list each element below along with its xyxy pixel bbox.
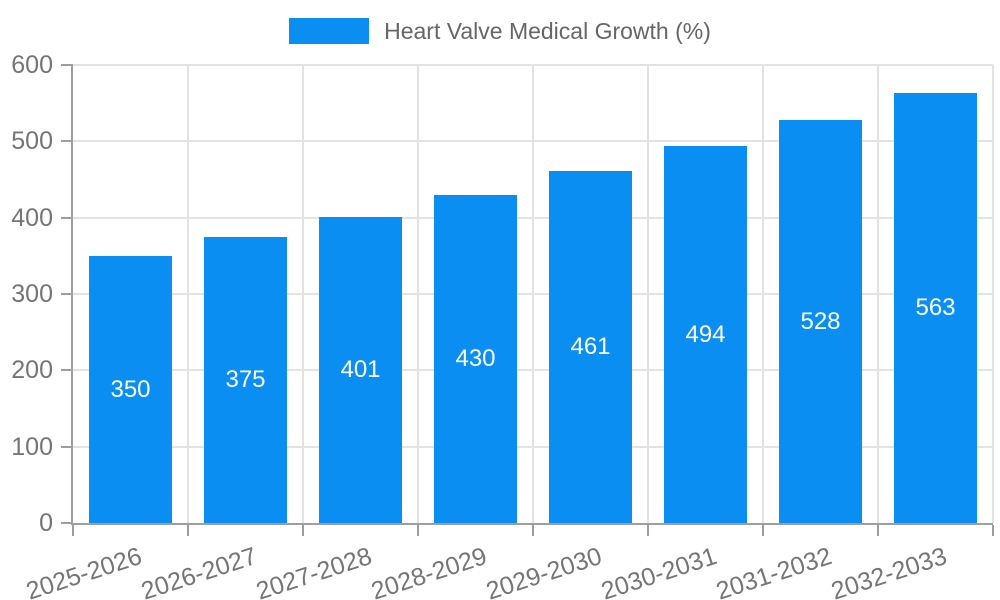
gridline-vertical <box>532 65 534 523</box>
y-axis-tick <box>61 522 73 524</box>
bar-value-label: 375 <box>225 366 266 393</box>
gridline-vertical <box>992 65 994 523</box>
bar[interactable]: 430 <box>434 195 517 523</box>
y-axis-tick-label: 300 <box>11 280 53 308</box>
gridline-vertical <box>647 65 649 523</box>
y-axis-tick-label: 200 <box>11 356 53 385</box>
y-axis-tick <box>61 140 73 143</box>
gridline-vertical <box>302 65 304 523</box>
y-axis-tick-label: 100 <box>11 432 53 461</box>
bar-value-label: 461 <box>570 333 611 360</box>
x-axis-tick <box>762 525 764 536</box>
x-axis-tick-label: 2027-2028 <box>252 542 376 600</box>
bar-value-label: 350 <box>110 375 151 403</box>
legend-item[interactable]: Heart Valve Medical Growth (%) <box>0 15 1000 47</box>
x-axis-tick-label: 2028-2029 <box>367 542 491 600</box>
x-axis-tick-label: 2030-2031 <box>597 542 721 600</box>
y-axis-tick-label: 0 <box>39 509 53 537</box>
x-axis-tick-label: 2025-2026 <box>22 542 146 600</box>
x-axis-tick <box>417 525 419 536</box>
legend-swatch-icon <box>289 18 370 44</box>
bar[interactable]: 528 <box>779 120 862 523</box>
x-axis-tick-label: 2032-2033 <box>827 542 951 600</box>
y-axis-tick <box>61 293 73 295</box>
x-axis-tick-label: 2031-2032 <box>712 542 836 600</box>
gridline-vertical <box>187 65 189 523</box>
y-axis-tick-label: 500 <box>11 127 53 156</box>
bar[interactable]: 494 <box>664 146 747 523</box>
x-axis-tick <box>992 525 994 536</box>
x-axis-tick-label: 2026-2027 <box>137 542 261 600</box>
x-axis-tick <box>302 525 304 536</box>
x-axis-tick <box>532 525 534 536</box>
bar[interactable]: 375 <box>204 237 287 523</box>
x-axis-tick-label: 2029-2030 <box>482 542 606 600</box>
x-axis-tick <box>72 525 74 536</box>
y-axis-tick <box>61 216 73 219</box>
y-axis-tick-label: 600 <box>11 51 53 79</box>
bar[interactable]: 401 <box>319 217 402 523</box>
bar[interactable]: 563 <box>894 93 977 523</box>
y-axis-tick <box>61 369 73 372</box>
bar-value-label: 430 <box>455 345 496 372</box>
legend-label: Heart Valve Medical Growth (%) <box>384 17 711 44</box>
y-axis-tick-label: 400 <box>11 203 53 232</box>
x-axis-tick <box>877 525 879 536</box>
bar-value-label: 563 <box>915 294 956 321</box>
bar[interactable]: 461 <box>549 171 632 523</box>
gridline-vertical <box>762 65 764 523</box>
bar-value-label: 528 <box>800 307 841 335</box>
bar-value-label: 401 <box>340 356 381 383</box>
bar[interactable]: 350 <box>89 256 172 523</box>
y-axis-tick <box>61 445 73 448</box>
x-axis-tick <box>647 525 649 536</box>
x-axis-tick <box>187 525 189 536</box>
bar-value-label: 494 <box>685 320 726 348</box>
gridline-vertical <box>417 65 419 523</box>
plot-area <box>71 65 993 525</box>
gridline-vertical <box>877 65 879 523</box>
y-axis-tick <box>61 64 73 66</box>
